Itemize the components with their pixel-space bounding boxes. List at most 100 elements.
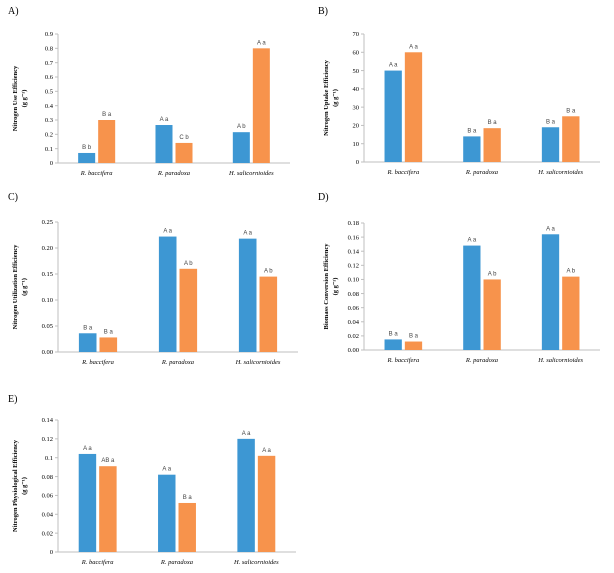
data-label: B b	[82, 145, 92, 151]
bar	[384, 339, 402, 350]
bar	[232, 132, 250, 163]
bar	[238, 238, 257, 352]
data-label: A a	[163, 229, 172, 235]
data-label: B a	[409, 334, 419, 340]
bar	[99, 466, 117, 552]
chart-panel: A) 0 0.1 0.2 0.3 0.4 0.5 0.6 0.7 0.8 0.9 Nitrogen U…	[8, 6, 290, 177]
data-label: B a	[488, 120, 498, 126]
bar	[178, 502, 196, 552]
y-tick-label: 0.06	[348, 305, 360, 312]
data-label: B a	[83, 325, 93, 331]
data-label: A b	[264, 269, 273, 275]
bar	[483, 279, 501, 350]
panel-letter: D)	[318, 192, 329, 203]
data-label: A b	[184, 261, 193, 267]
y-tick-label: 0.6	[45, 74, 54, 81]
data-label: A b	[237, 124, 246, 130]
y-tick-label: 0.7	[45, 60, 54, 67]
y-tick-label: 0.06	[42, 493, 54, 500]
y-tick-label: 40	[353, 86, 360, 93]
bar	[562, 116, 580, 162]
category-label: R. paradoxa	[465, 357, 498, 364]
y-tick-label: 0.8	[45, 46, 53, 53]
data-label: B a	[546, 119, 556, 125]
y-axis-label: Nitrogen Utilization Efficiency	[12, 244, 19, 329]
data-label: B a	[183, 495, 193, 501]
y-tick-label: 0.2	[45, 132, 53, 139]
data-label: A a	[162, 467, 171, 473]
y-tick-label: 0.00	[348, 347, 359, 354]
y-axis-unit: (g g⁻¹)	[332, 278, 339, 296]
panel-letter: C)	[8, 192, 18, 203]
bar	[541, 234, 560, 350]
data-label: A a	[389, 63, 398, 69]
bar	[158, 236, 177, 352]
y-tick-label: 0.14	[348, 248, 360, 255]
bar	[463, 245, 481, 350]
y-tick-label: 10	[353, 141, 360, 148]
bar	[384, 70, 402, 162]
y-tick-label: 0.05	[42, 323, 53, 330]
bar	[252, 48, 270, 164]
bar	[78, 453, 97, 552]
y-axis-unit: (g g⁻¹)	[21, 278, 28, 296]
category-label: R. paradoxa	[160, 559, 193, 566]
y-tick-label: 0.02	[348, 333, 359, 340]
data-label: C b	[179, 135, 189, 141]
y-tick-label: 0.14	[42, 417, 54, 424]
y-tick-label: 0.20	[42, 245, 53, 252]
data-label: A a	[242, 431, 251, 437]
y-tick-label: 0.04	[348, 319, 360, 326]
panel-letter: B)	[318, 6, 328, 17]
y-axis-unit: (g g⁻¹)	[21, 90, 28, 108]
y-tick-label: 0.4	[45, 103, 54, 110]
y-tick-label: 0.02	[42, 530, 53, 537]
y-tick-label: 0.12	[348, 263, 359, 270]
chart-panel: C) 0.00 0.05 0.10 0.15 0.20 0.25 Nitrogen Utili…	[8, 192, 298, 366]
bar	[541, 127, 560, 162]
y-tick-label: 20	[353, 123, 360, 130]
y-axis-unit: (g g⁻¹)	[21, 477, 28, 495]
data-label: A a	[160, 117, 169, 123]
bar	[237, 438, 255, 552]
chart-panel: E) 0 0.02 0.04 0.06 0.08 0.1 0.12 0.14 Nitrogen P…	[8, 394, 296, 566]
y-axis-label: Nitrogen Uptake Efficiency	[323, 59, 330, 135]
bar	[158, 474, 176, 552]
data-label: A b	[488, 271, 497, 277]
bar	[78, 152, 96, 163]
y-tick-label: 0.15	[42, 271, 53, 278]
category-label: R. baccifera	[81, 559, 114, 566]
bar	[179, 268, 198, 352]
data-label: A b	[566, 269, 575, 275]
category-label: H. salicornioides	[233, 559, 279, 566]
y-tick-label: 0.1	[45, 146, 53, 153]
bar	[175, 142, 193, 163]
category-label: R. baccifera	[80, 170, 113, 177]
data-label: A a	[468, 238, 477, 244]
panel-letter: A)	[8, 6, 19, 17]
category-label: R. paradoxa	[465, 169, 498, 176]
y-tick-label: 0.00	[42, 349, 53, 356]
y-tick-label: 70	[353, 31, 360, 38]
category-label: H. salicornioides	[235, 359, 281, 366]
y-tick-label: 0.16	[348, 234, 360, 241]
bar	[404, 52, 423, 162]
data-label: AB a	[101, 458, 115, 464]
y-tick-label: 0.08	[348, 291, 359, 298]
bar	[155, 125, 173, 163]
data-label: B a	[566, 108, 576, 114]
y-tick-label: 0	[50, 549, 53, 556]
bar	[404, 341, 423, 350]
y-axis-label: Biomass Conversion Efficiency	[323, 243, 330, 330]
bar	[99, 337, 118, 352]
y-tick-label: 0	[356, 159, 359, 166]
y-tick-label: 0.08	[42, 474, 53, 481]
category-label: H. salicornioides	[537, 169, 583, 176]
data-label: B a	[467, 128, 477, 134]
y-tick-label: 0	[50, 160, 53, 167]
data-label: A a	[409, 44, 418, 50]
data-label: A a	[83, 446, 92, 452]
category-label: R. baccifera	[81, 359, 114, 366]
data-label: B a	[102, 112, 112, 118]
